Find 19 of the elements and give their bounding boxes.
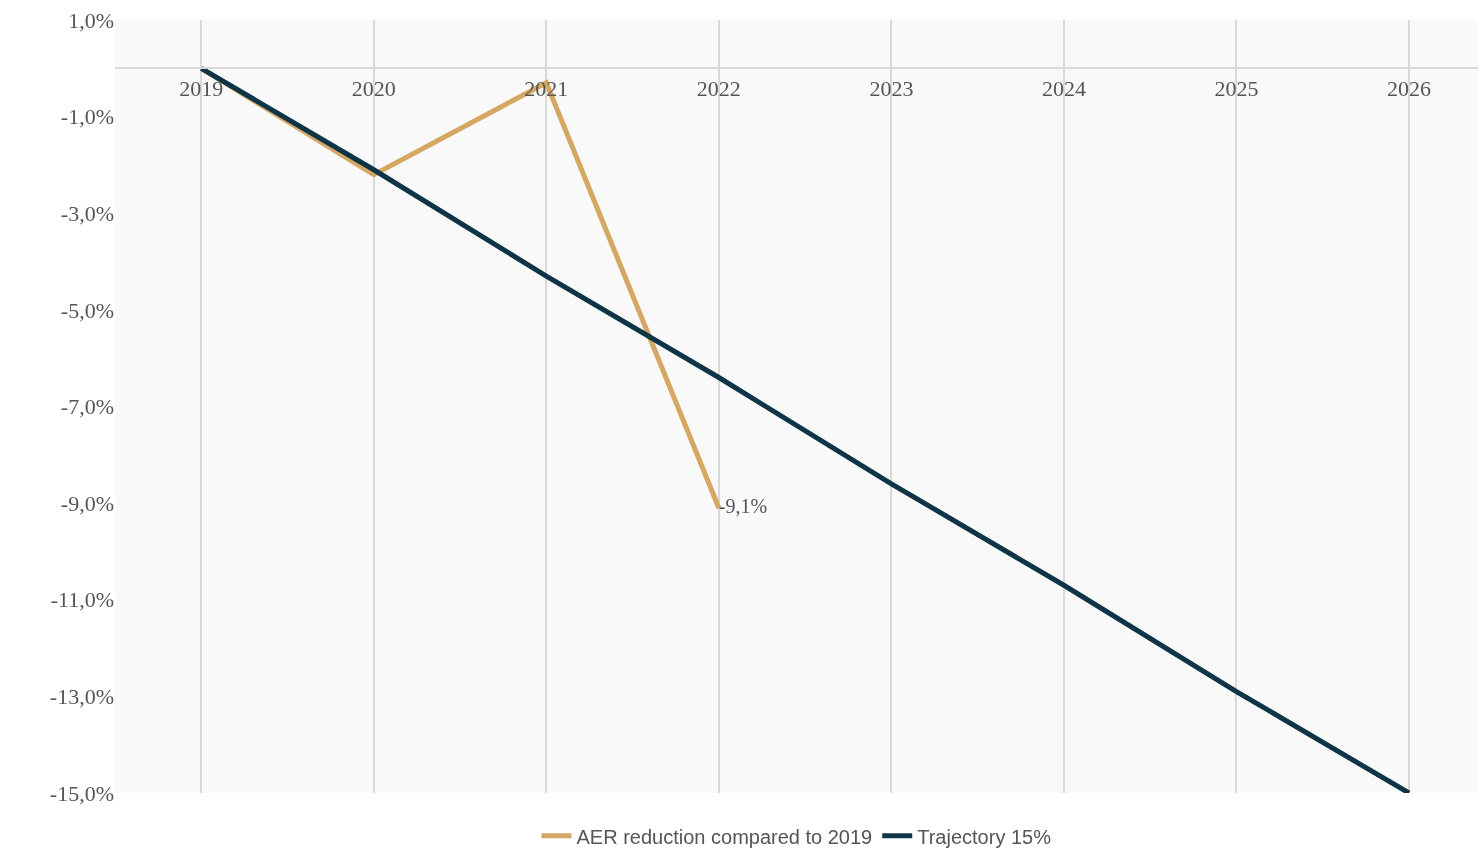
x-tick-label: 2019 [179, 75, 224, 101]
y-tick-label: -13,0% [49, 684, 114, 710]
x-tick-label: 2023 [869, 75, 914, 101]
data-label: -9,1% [718, 494, 768, 517]
x-tick-label: 2020 [351, 75, 396, 101]
y-tick-label: -1,0% [60, 104, 114, 130]
y-tick-label: -3,0% [60, 200, 114, 226]
legend-label: Trajectory 15% [917, 825, 1052, 848]
x-tick-label: 2022 [696, 75, 741, 101]
x-tick-label: 2025 [1214, 75, 1259, 101]
legend-label: AER reduction compared to 2019 [576, 825, 873, 848]
y-tick-label: -9,0% [60, 490, 114, 516]
y-tick-label: -15,0% [49, 780, 114, 806]
y-tick-label: -7,0% [60, 394, 114, 420]
y-tick-label: -11,0% [50, 587, 114, 613]
y-tick-label: -5,0% [60, 297, 114, 323]
x-tick-label: 2024 [1041, 75, 1086, 101]
y-tick-label: 1,0% [68, 7, 114, 33]
x-tick-label: 2026 [1386, 75, 1431, 101]
